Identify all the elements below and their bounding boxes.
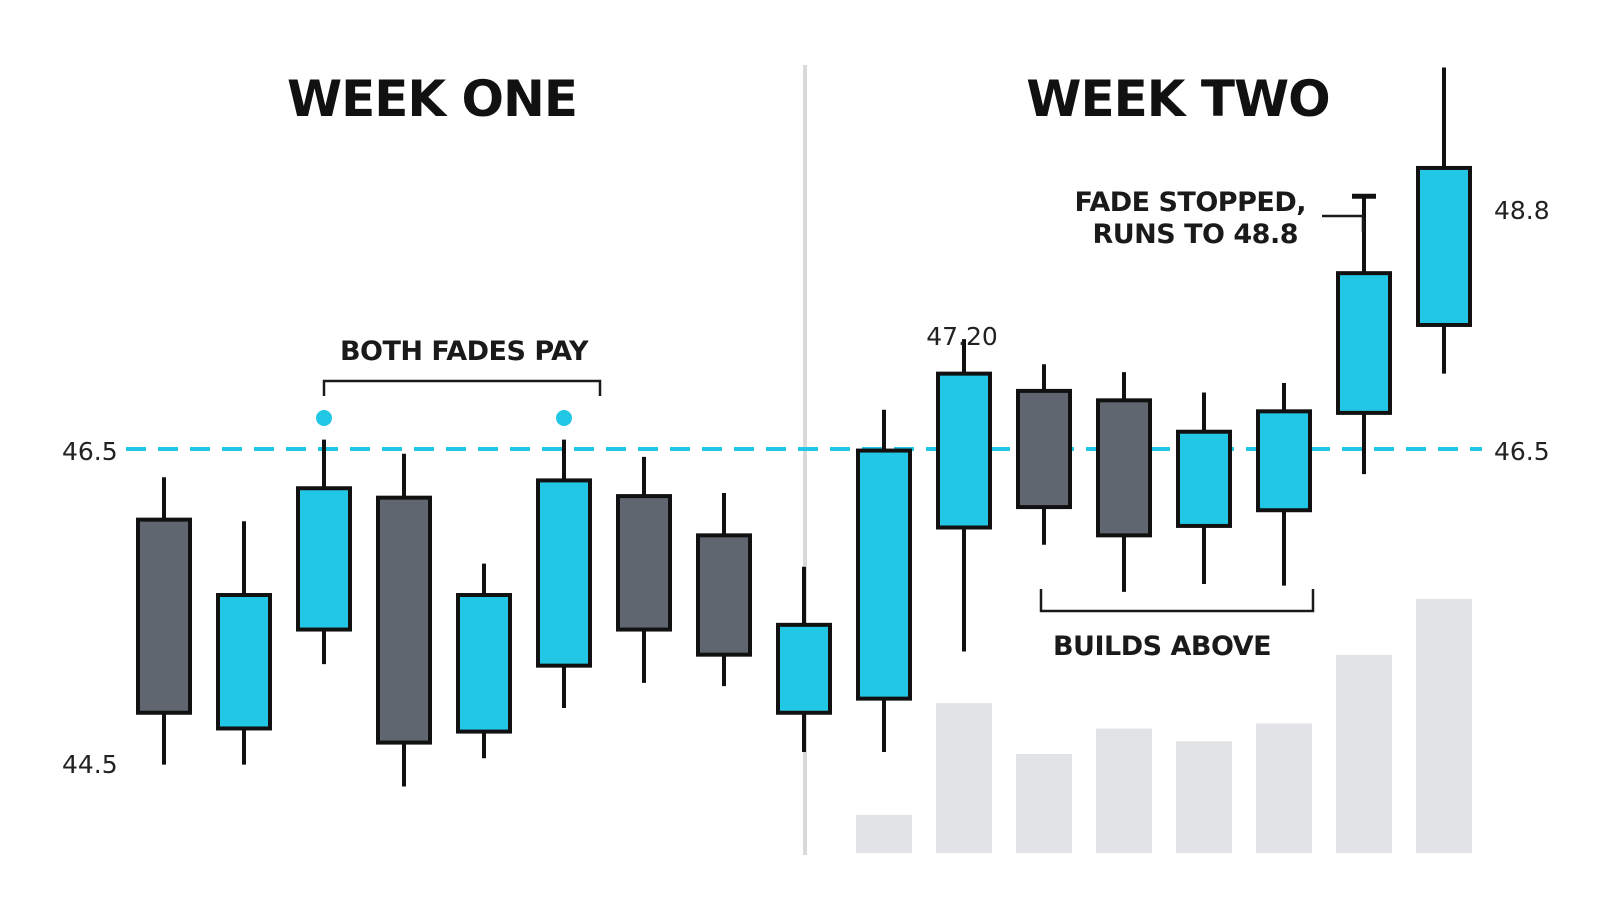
candle-body — [456, 593, 512, 734]
candle-body — [1416, 165, 1472, 327]
candle-body — [536, 478, 592, 668]
volume-bar — [1416, 599, 1472, 853]
candle — [1416, 67, 1472, 374]
candles — [136, 67, 1472, 787]
candle-body — [1016, 388, 1072, 510]
candle-body — [856, 448, 912, 701]
marker-dot — [556, 410, 572, 426]
annotation-fade-stopped-line-2: RUNS TO 48.8 — [1092, 219, 1298, 250]
volume-bar — [1016, 753, 1072, 853]
annotation-fade-stopped-line-1: FADE STOPPED, — [1074, 187, 1306, 218]
volume-bar — [1336, 654, 1392, 853]
y-tick-right-48-8: 48.8 — [1494, 196, 1550, 225]
candle-body — [936, 371, 992, 530]
candle — [136, 477, 192, 765]
y-tick-right-46-5: 46.5 — [1494, 437, 1550, 466]
brackets — [322, 214, 1365, 613]
annotation-price-47-20: 47.20 — [926, 322, 998, 351]
candle-body — [216, 593, 272, 731]
candle-body — [136, 517, 192, 715]
candle-body — [296, 486, 352, 632]
candle-body — [1176, 429, 1232, 528]
candle — [456, 563, 512, 759]
candle-body — [376, 495, 432, 745]
candle — [936, 339, 992, 652]
candle — [776, 566, 832, 753]
candle-body — [1096, 398, 1152, 538]
candle — [1336, 196, 1392, 475]
candle — [1256, 383, 1312, 586]
candle — [856, 409, 912, 753]
marker-dot — [316, 410, 332, 426]
candle-body — [1336, 271, 1392, 415]
markers — [316, 410, 572, 426]
annotation-builds-above: BUILDS ABOVE — [1053, 631, 1271, 662]
panel-title-week-one: WEEK ONE — [287, 70, 577, 128]
candle — [1176, 392, 1232, 585]
volume-bar — [1176, 741, 1232, 853]
y-tick-left-46-5: 46.5 — [62, 437, 118, 466]
volume-bar — [856, 814, 912, 853]
candle-body — [776, 622, 832, 715]
annotation-both-fades-pay: BOTH FADES PAY — [340, 336, 589, 367]
candle — [1096, 372, 1152, 592]
candle — [216, 521, 272, 765]
candle-body — [696, 533, 752, 657]
candle — [376, 453, 432, 787]
candle — [616, 456, 672, 683]
candle-body — [616, 494, 672, 632]
volume-bar — [1256, 723, 1312, 853]
candle — [696, 492, 752, 687]
panel-title-week-two: WEEK TWO — [1026, 70, 1329, 128]
volume-bar — [1096, 728, 1152, 853]
candle-body — [1256, 409, 1312, 513]
volume-bar — [936, 703, 992, 853]
y-tick-left-44-5: 44.5 — [62, 750, 118, 779]
candle — [1016, 364, 1072, 545]
bracket — [1039, 589, 1315, 613]
candle — [296, 439, 352, 665]
volume-bars — [856, 599, 1472, 853]
bracket — [322, 379, 602, 396]
annotation-leader — [1322, 214, 1365, 232]
candle — [536, 439, 592, 709]
